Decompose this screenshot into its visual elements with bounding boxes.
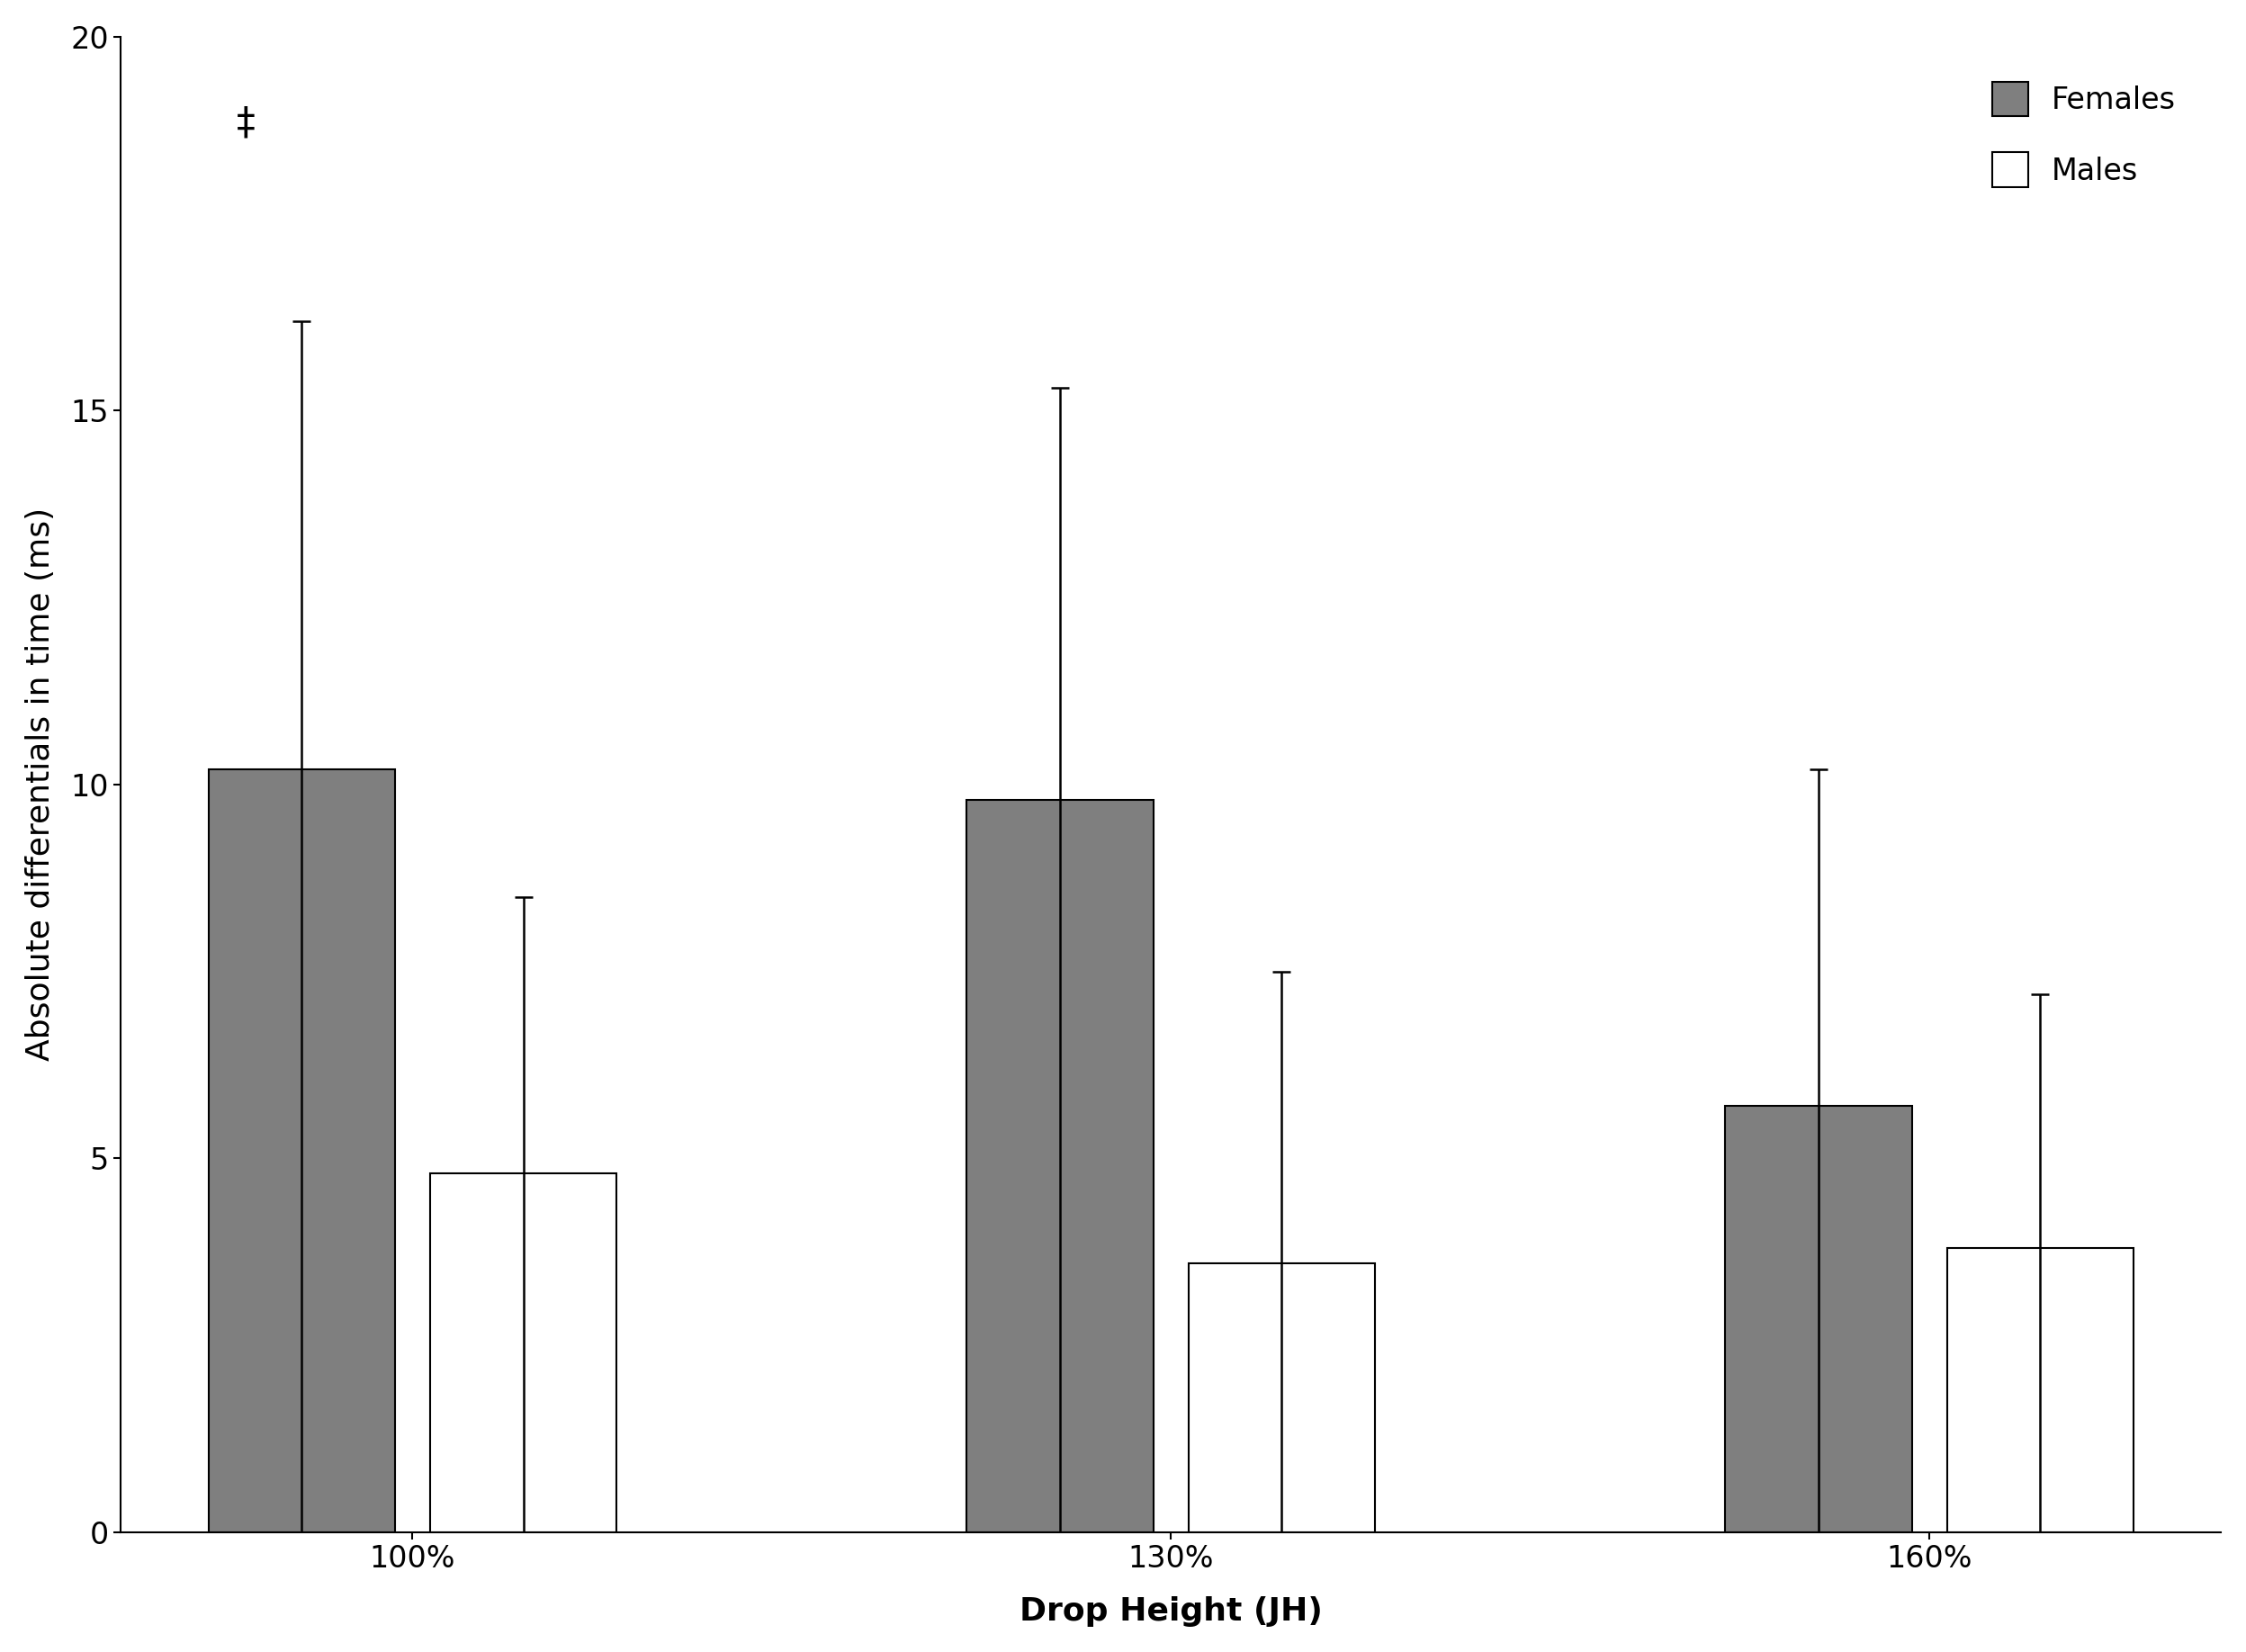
X-axis label: Drop Height (JH): Drop Height (JH) (1020, 1596, 1323, 1627)
Bar (1725, 1107, 1911, 1533)
Bar (429, 1173, 618, 1533)
Bar (1947, 1249, 2134, 1533)
Bar (209, 770, 395, 1533)
Legend: Females, Males: Females, Males (1961, 51, 2206, 216)
Text: ‡: ‡ (236, 104, 256, 142)
Y-axis label: Absolute differentials in time (ms): Absolute differentials in time (ms) (25, 507, 56, 1061)
Bar (966, 800, 1154, 1533)
Bar (1188, 1264, 1375, 1533)
